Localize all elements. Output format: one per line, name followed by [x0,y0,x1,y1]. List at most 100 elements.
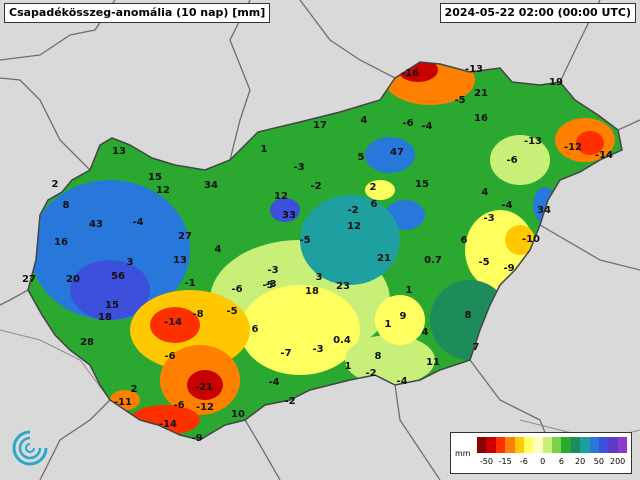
value-label: 17 [313,120,327,131]
value-label: 3 [316,272,323,283]
value-label: 27 [22,274,36,285]
legend-tick: -15 [498,457,512,466]
legend-swatch [580,437,590,453]
value-label: -12 [196,402,214,413]
value-label: 21 [377,253,391,264]
value-label: -4 [132,217,143,228]
value-label: 16 [54,237,68,248]
value-label: 13 [173,255,187,266]
map-title: Csapadékösszeg-anomália (10 nap) [mm] [4,3,271,23]
value-label: -14 [159,419,177,430]
value-label: -14 [164,317,182,328]
value-label: -21 [195,382,213,393]
value-label: 2 [370,182,377,193]
value-label: -5 [299,235,310,246]
legend-swatch [477,437,487,453]
value-label: 15 [105,300,119,311]
value-label: -6 [164,351,175,362]
value-label: 2 [131,384,138,395]
value-label: -13 [524,136,542,147]
legend-swatch [505,437,515,453]
value-label: -6 [231,284,242,295]
value-label: -5 [226,306,237,317]
legend-swatch [561,437,571,453]
legend-swatch [570,437,581,453]
legend-swatch [589,437,599,453]
value-label: 1 [406,285,413,296]
value-label: 15 [415,179,429,190]
value-label: -2 [310,181,321,192]
value-label: -5 [262,280,273,291]
value-label: -9 [503,263,514,274]
value-label: -3 [293,162,304,173]
value-label: -16 [401,68,419,79]
value-label: 33 [282,210,296,221]
value-label: 18 [305,286,319,297]
value-label: 8 [465,310,472,321]
legend-swatch [495,437,506,453]
value-label: 0.7 [424,255,442,266]
legend-swatch [552,437,562,453]
legend-tick: 20 [575,457,586,466]
value-label: 4 [215,244,222,255]
value-label: 15 [148,172,162,183]
value-label: 5 [358,152,365,163]
value-label: 6 [252,324,259,335]
legend-tick: 200 [609,457,626,466]
value-label: -4 [421,121,432,132]
legend-swatch [514,437,524,453]
value-label: -3 [483,213,494,224]
legend-swatch [598,437,609,453]
value-label: 56 [111,271,125,282]
hungary-border [27,61,623,441]
value-label: -11 [114,397,132,408]
legend-unit: mm [455,449,471,458]
value-label: 13 [112,146,126,157]
value-label: -7 [280,348,291,359]
value-label: -6 [402,118,413,129]
legend-color-bar [477,437,627,453]
value-label: -5 [454,95,465,106]
value-label: 19 [549,77,563,88]
value-label: 20 [66,274,80,285]
value-label: 6 [461,235,468,246]
value-label: -9 [191,433,202,444]
value-label: 4 [422,327,429,338]
value-label: 12 [274,191,288,202]
legend-swatch [608,437,618,453]
value-label: -6 [506,155,517,166]
legend-tick: 6 [558,457,564,466]
value-label: 3 [127,257,134,268]
value-label: 21 [474,88,488,99]
value-label: 0.4 [333,335,351,346]
value-label: -4 [501,200,512,211]
value-label: 34 [537,205,551,216]
legend-tick: -6 [519,457,528,466]
legend-tick: -50 [479,457,493,466]
logo-icon [12,430,48,466]
value-label: 7 [473,342,480,353]
legend-ticks: -50 -15 -6 0 6 20 50 200 [477,457,627,469]
legend-tick: 50 [593,457,604,466]
value-label: 4 [361,115,368,126]
value-label: -4 [396,376,407,387]
value-label: -6 [173,400,184,411]
value-label: 34 [204,180,218,191]
legend-swatch [533,437,543,453]
value-label: -2 [347,205,358,216]
value-label: -1 [184,278,195,289]
timestamp: 2024-05-22 02:00 (00:00 UTC) [439,3,636,23]
value-label: 12 [156,185,170,196]
legend-swatch [523,437,534,453]
value-label: 43 [89,219,103,230]
value-label: -2 [365,368,376,379]
value-label: 12 [347,221,361,232]
value-label: -3 [265,279,276,290]
value-label: 9 [400,311,407,322]
color-legend: mm -50 -15 -6 0 6 20 50 200 [450,432,632,474]
value-label: -2 [284,396,295,407]
